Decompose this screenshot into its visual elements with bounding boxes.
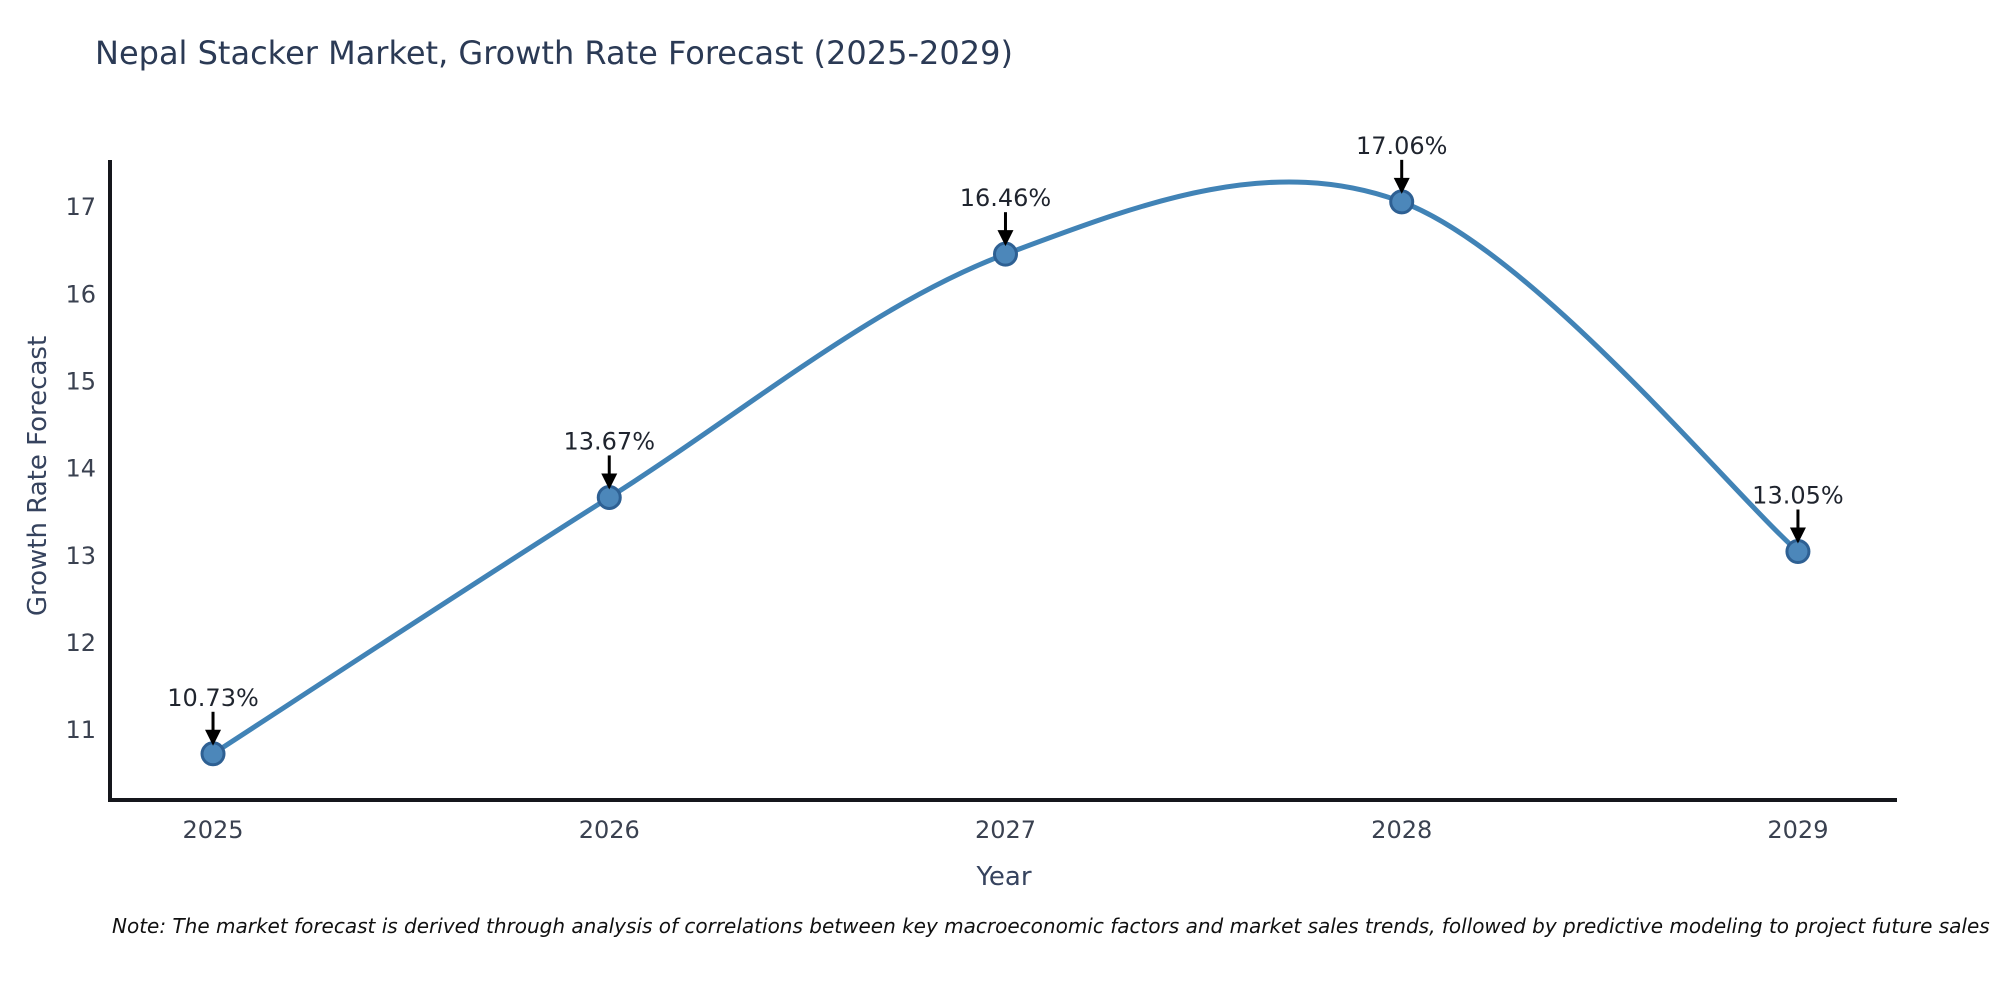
data-point-value-label: 10.73% bbox=[167, 684, 259, 712]
y-tick-label: 16 bbox=[65, 280, 96, 308]
data-point-marker bbox=[1389, 189, 1415, 215]
data-point-value-label: 13.67% bbox=[563, 427, 655, 455]
x-tick-label: 2026 bbox=[579, 816, 640, 844]
data-point-marker bbox=[992, 241, 1018, 267]
data-point-marker bbox=[200, 741, 226, 767]
annotation-arrowhead bbox=[601, 473, 618, 490]
y-tick-label: 11 bbox=[65, 716, 96, 744]
x-axis-label: Year bbox=[976, 862, 1032, 892]
y-tick-label: 13 bbox=[65, 542, 96, 570]
y-tick-label: 12 bbox=[65, 629, 96, 657]
y-tick-label: 15 bbox=[65, 367, 96, 395]
data-point-value-label: 16.46% bbox=[960, 184, 1052, 212]
data-point-value-label: 13.05% bbox=[1752, 481, 1844, 509]
data-point-marker bbox=[1785, 538, 1811, 564]
x-tick-label: 2027 bbox=[975, 816, 1036, 844]
y-tick-label: 17 bbox=[65, 193, 96, 221]
y-tick-label: 14 bbox=[65, 455, 96, 483]
chart-title: Nepal Stacker Market, Growth Rate Foreca… bbox=[95, 34, 1013, 72]
data-point-value-label: 17.06% bbox=[1356, 132, 1448, 160]
annotation-arrowhead bbox=[205, 729, 222, 746]
footnote-text: Note: The market forecast is derived thr… bbox=[112, 914, 1990, 938]
x-tick-label: 2028 bbox=[1371, 816, 1432, 844]
data-point-marker bbox=[596, 484, 622, 510]
annotation-arrowhead bbox=[1393, 177, 1410, 194]
x-tick-label: 2029 bbox=[1767, 816, 1828, 844]
x-tick-label: 2025 bbox=[182, 816, 243, 844]
annotation-arrowhead bbox=[997, 230, 1014, 247]
forecast-line bbox=[210, 179, 1801, 757]
annotation-arrowhead bbox=[1789, 527, 1806, 544]
